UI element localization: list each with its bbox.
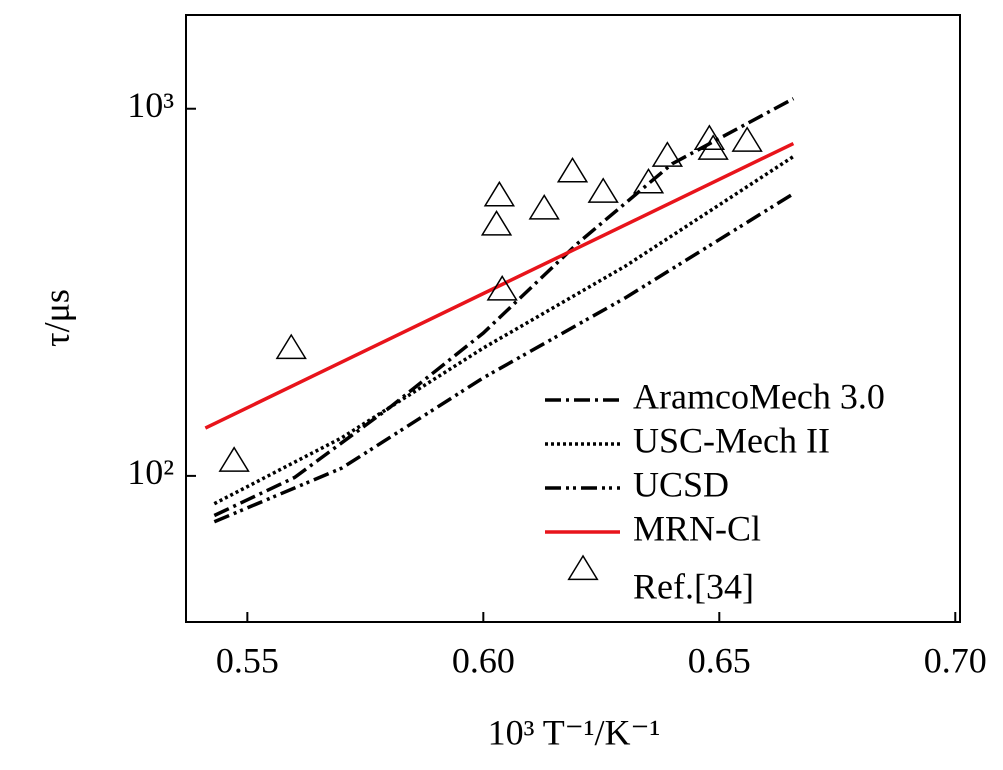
data-point [556, 156, 589, 183]
plot-frame [185, 14, 961, 623]
legend-label: AramcoMech 3.0 [633, 376, 885, 416]
legend-marker [567, 554, 599, 581]
x-tick-label: 0.65 [688, 640, 751, 680]
legend-label: USC-Mech II [633, 420, 830, 460]
y-axis-label: τ/μs [36, 289, 76, 347]
data-point [731, 126, 763, 152]
x-axis-label: 10³ T⁻¹/K⁻¹ [488, 712, 661, 752]
series-line [213, 192, 795, 524]
series-line [213, 155, 795, 506]
series-line [213, 97, 795, 518]
data-point [632, 167, 665, 194]
data-point [528, 194, 560, 220]
data-point [275, 333, 307, 360]
y-tick-label: 10³ [127, 85, 174, 125]
legend-label: Ref.[34] [633, 566, 754, 606]
legend-label: MRN-Cl [633, 508, 761, 548]
legend-label: UCSD [633, 464, 729, 504]
y-tick-label: 10² [127, 452, 174, 492]
data-point [693, 124, 726, 150]
data-point [486, 274, 518, 301]
x-tick-label: 0.70 [924, 640, 987, 680]
x-tick-label: 0.55 [216, 640, 279, 680]
data-point [480, 210, 513, 236]
data-point [697, 134, 729, 160]
data-point [218, 446, 250, 472]
x-tick-label: 0.60 [452, 640, 515, 680]
data-point [483, 180, 516, 207]
series-line [204, 141, 795, 430]
data-point [587, 177, 619, 203]
data-point [651, 141, 684, 167]
